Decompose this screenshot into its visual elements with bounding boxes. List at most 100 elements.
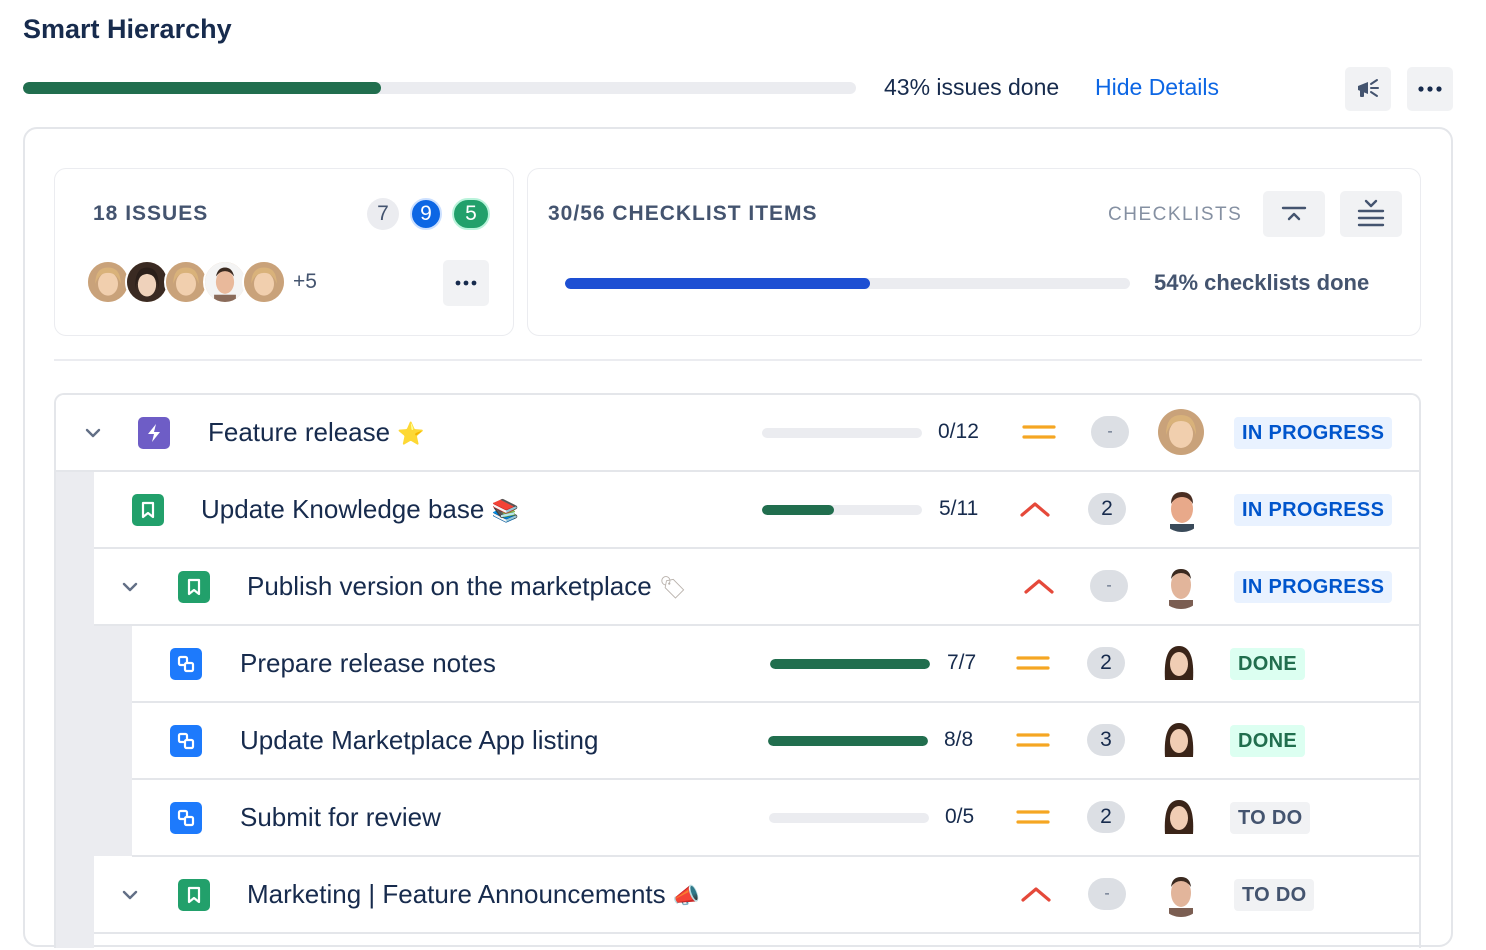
issue-title[interactable]: Update Knowledge base 📚 <box>201 494 519 524</box>
checklist-ratio: 5/11 <box>939 497 979 520</box>
priority-high-icon <box>1019 882 1053 906</box>
issues-progress-fill <box>23 82 382 94</box>
avatar[interactable] <box>125 260 169 304</box>
hide-details-link[interactable]: Hide Details <box>1095 74 1219 100</box>
assignee-avatar[interactable] <box>1158 563 1204 609</box>
todo-count-badge[interactable]: 7 <box>367 198 399 230</box>
expand-checklists-button[interactable] <box>1340 191 1402 237</box>
priority-medium-icon <box>1016 651 1050 675</box>
story-icon <box>132 494 164 526</box>
collapse-checklists-button[interactable] <box>1263 191 1325 237</box>
megaphone-icon: 📣 <box>672 884 701 909</box>
story-points: 2 <box>1088 493 1126 525</box>
subtask-icon <box>170 802 202 834</box>
story-points: - <box>1091 416 1129 448</box>
checklist-progress-fill <box>565 278 871 289</box>
story-points: 2 <box>1087 801 1125 833</box>
tree-row-update-knowledge-base[interactable]: Update Knowledge base 📚 5/11 2 IN PROGRE… <box>94 472 1419 549</box>
checklist-ratio: 7/7 <box>947 651 977 674</box>
details-panel <box>23 127 1453 947</box>
announcement-button[interactable] <box>1345 67 1391 111</box>
checklist-progress-fill <box>768 736 928 746</box>
status-badge[interactable]: IN PROGRESS <box>1234 571 1393 603</box>
status-badge[interactable]: DONE <box>1230 725 1305 757</box>
priority-medium-icon <box>1016 805 1050 829</box>
assignees-more-button[interactable] <box>443 260 489 306</box>
story-points: 3 <box>1087 724 1125 756</box>
issue-title[interactable]: Feature release ⭐ <box>208 417 425 447</box>
priority-medium-icon <box>1016 728 1050 752</box>
checklist-progress-bar <box>770 659 930 669</box>
assignee-avatar[interactable] <box>1156 717 1202 763</box>
tree-row-publish-version[interactable]: Publish version on the marketplace 🏷 - I… <box>94 549 1419 626</box>
avatar[interactable] <box>203 260 247 304</box>
more-icon <box>455 280 477 286</box>
megaphone-icon <box>1358 79 1379 97</box>
tree-row-feature-release[interactable]: Feature release ⭐ 0/12 - IN PROGRESS <box>56 395 1419 472</box>
checklist-progress-fill <box>762 505 834 515</box>
tree-row-update-marketplace-listing[interactable]: Update Marketplace App listing 8/8 3 DON… <box>132 703 1419 780</box>
issues-progress-bar <box>23 82 856 94</box>
checklists-label: CHECKLISTS <box>1108 204 1243 225</box>
expand-icon <box>1357 199 1385 227</box>
status-badge[interactable]: DONE <box>1230 648 1305 680</box>
avatar[interactable] <box>242 260 286 304</box>
assignee-avatar[interactable] <box>1159 486 1205 532</box>
assignee-avatar[interactable] <box>1158 871 1204 917</box>
story-points: 2 <box>1087 647 1125 679</box>
subtask-icon <box>170 648 202 680</box>
checklist-ratio: 0/5 <box>945 805 975 828</box>
chevron-down-icon[interactable] <box>81 421 105 445</box>
tree-row-prepare-release-notes[interactable]: Prepare release notes 7/7 2 DONE <box>132 626 1419 703</box>
done-count-badge[interactable]: 5 <box>452 198 490 230</box>
collapse-icon <box>1281 206 1307 221</box>
story-icon <box>178 879 210 911</box>
status-badge[interactable]: TO DO <box>1230 802 1311 834</box>
status-badge[interactable]: IN PROGRESS <box>1234 417 1393 449</box>
page-title: Smart Hierarchy <box>23 14 232 44</box>
status-badge[interactable]: TO DO <box>1234 879 1315 911</box>
status-badge[interactable]: IN PROGRESS <box>1234 494 1393 526</box>
checklist-progress-bar <box>768 736 928 746</box>
avatar[interactable] <box>164 260 208 304</box>
checklist-ratio: 8/8 <box>944 728 974 751</box>
checklist-progress-bar <box>769 813 929 823</box>
priority-high-icon <box>1018 497 1052 521</box>
issues-summary-card <box>54 168 514 336</box>
indent-guide <box>94 625 132 856</box>
assignee-avatar[interactable] <box>1156 640 1202 686</box>
tree-row-submit-for-review[interactable]: Submit for review 0/5 2 TO DO <box>132 780 1419 857</box>
story-points: - <box>1088 878 1126 910</box>
chevron-down-icon[interactable] <box>118 883 142 907</box>
more-assignees-count[interactable]: +5 <box>293 270 317 293</box>
more-actions-button[interactable] <box>1407 67 1453 111</box>
checklist-progress-bar <box>565 278 1130 289</box>
tag-icon: 🏷 <box>658 576 687 601</box>
subtask-icon <box>170 725 202 757</box>
more-icon <box>1418 86 1442 92</box>
issue-title[interactable]: Publish version on the marketplace 🏷 <box>247 571 687 601</box>
assignee-avatar[interactable] <box>1156 794 1202 840</box>
tree-row-marketing-announcements[interactable]: Marketing | Feature Announcements 📣 - TO… <box>94 857 1419 934</box>
star-icon: ⭐ <box>397 422 425 447</box>
epic-icon <box>138 417 170 449</box>
indent-guide <box>56 470 94 948</box>
issue-title[interactable]: Prepare release notes <box>240 648 496 678</box>
checklists-done-text: 54% checklists done <box>1154 270 1370 295</box>
issue-hierarchy-tree: Feature release ⭐ 0/12 - IN PROGRESS Upd… <box>54 393 1421 948</box>
chevron-down-icon[interactable] <box>118 575 142 599</box>
checklist-items-count: 30/56 CHECKLIST ITEMS <box>548 202 818 225</box>
books-icon: 📚 <box>491 499 519 524</box>
in-progress-count-badge[interactable]: 9 <box>410 198 442 230</box>
priority-high-icon <box>1022 574 1056 598</box>
assignee-avatar[interactable] <box>1158 409 1204 455</box>
issue-title[interactable]: Update Marketplace App listing <box>240 725 599 755</box>
issue-title[interactable]: Submit for review <box>240 802 441 832</box>
issues-done-text: 43% issues done <box>884 74 1060 100</box>
avatar[interactable] <box>86 260 130 304</box>
issue-title[interactable]: Marketing | Feature Announcements 📣 <box>247 879 701 909</box>
issues-count: 18 ISSUES <box>93 202 209 225</box>
story-points: - <box>1090 570 1128 602</box>
checklist-progress-bar <box>762 505 922 515</box>
checklist-ratio: 0/12 <box>938 420 979 443</box>
